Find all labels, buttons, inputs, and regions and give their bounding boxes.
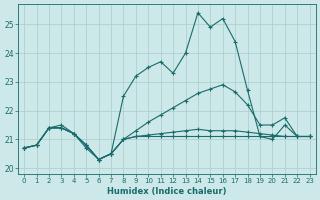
X-axis label: Humidex (Indice chaleur): Humidex (Indice chaleur) — [107, 187, 227, 196]
